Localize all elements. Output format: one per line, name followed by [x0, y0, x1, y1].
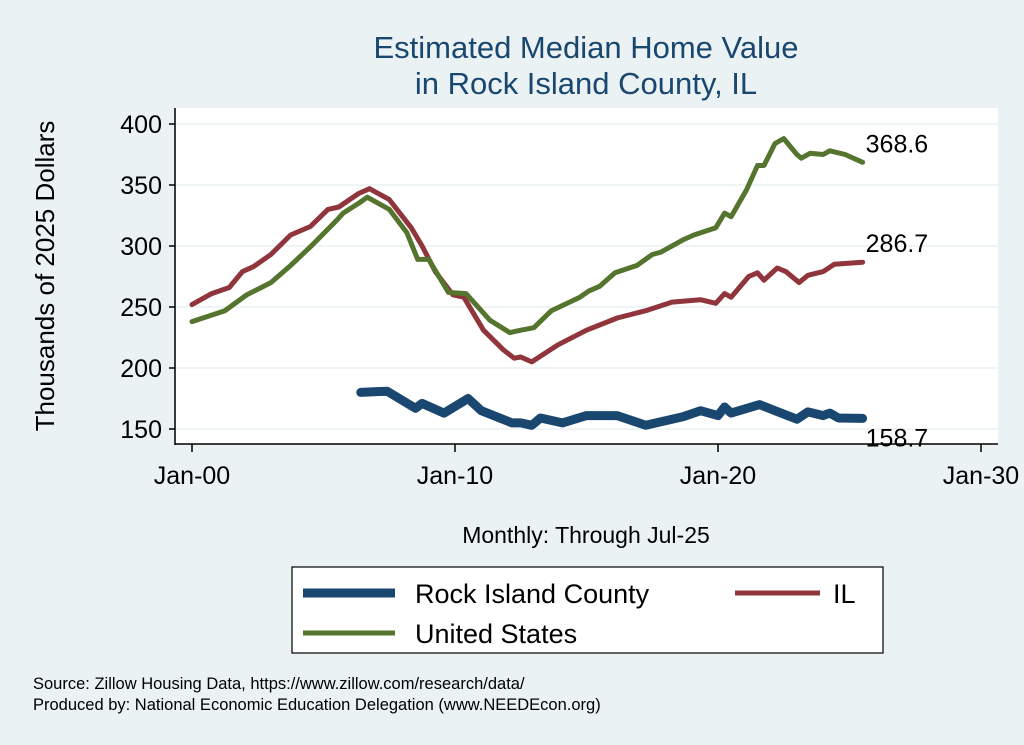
end-label: 158.7	[866, 424, 929, 452]
legend-label-us: United States	[415, 619, 577, 649]
x-tick-label: Jan-10	[417, 462, 493, 490]
plot-area	[176, 108, 998, 444]
legend-label-il: IL	[833, 579, 856, 609]
x-tick-label: Jan-30	[943, 462, 1019, 490]
x-axis-title: Monthly: Through Jul-25	[462, 522, 710, 548]
series-line-il	[189, 186, 866, 365]
x-tick-label: Jan-00	[154, 462, 230, 490]
y-tick-label: 150	[120, 416, 162, 444]
footer-produced: Produced by: National Economic Education…	[33, 696, 601, 714]
ticks: 150 200 250 300 350 400 Jan-00 Jan-10 Jan-20 Jan-…	[120, 111, 1019, 490]
y-tick-label: 350	[120, 172, 162, 200]
series-line-united-states	[189, 136, 866, 336]
end-label: 368.6	[866, 130, 929, 158]
chart-title-line2: in Rock Island County, IL	[415, 66, 757, 101]
chart-title-line1: Estimated Median Home Value	[373, 30, 798, 65]
y-tick-label: 300	[120, 233, 162, 261]
y-tick-label: 200	[120, 355, 162, 383]
legend-label-rock-island: Rock Island County	[415, 579, 650, 609]
y-tick-label: 400	[120, 111, 162, 139]
series-line-rock-island-county	[356, 386, 868, 430]
end-label: 286.7	[866, 230, 929, 258]
y-tick-label: 250	[120, 294, 162, 322]
footer-source: Source: Zillow Housing Data, https://www…	[33, 675, 525, 693]
series-lines	[189, 136, 868, 430]
end-labels: 158.7 286.7 368.6	[866, 130, 929, 452]
x-tick-label: Jan-20	[680, 462, 756, 490]
legend: Rock Island County IL United States	[291, 566, 884, 654]
legend-box	[291, 566, 884, 654]
y-axis-title: Thousands of 2025 Dollars	[30, 121, 60, 432]
